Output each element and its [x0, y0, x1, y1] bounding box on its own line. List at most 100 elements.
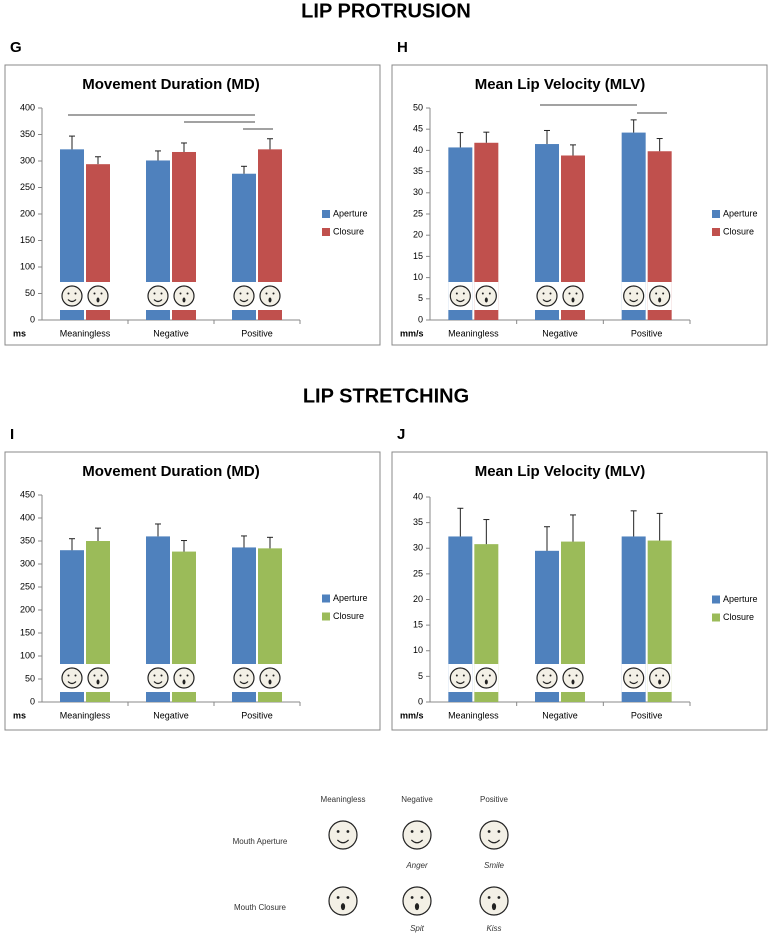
key-column: Negative [401, 795, 433, 804]
y-tick-label: 20 [413, 594, 423, 604]
face-icon [623, 667, 645, 689]
face-mouth [571, 679, 575, 685]
face-eye [497, 896, 501, 899]
face-mouth [67, 681, 77, 685]
face-eye [568, 292, 571, 295]
panel-letter: I [10, 426, 14, 443]
face-eye [662, 674, 665, 677]
face-eye [179, 292, 182, 295]
face-eye [568, 674, 571, 677]
face-eye [488, 674, 491, 677]
y-tick-label: 50 [25, 673, 35, 683]
chart-title: Movement Duration (MD) [82, 463, 260, 480]
y-tick-label: 20 [413, 230, 423, 240]
face-mouth [455, 299, 465, 303]
legend-swatch [712, 595, 720, 604]
face-mouth [629, 299, 639, 303]
face-icon [259, 285, 281, 307]
face-mouth [414, 903, 420, 911]
y-tick-label: 10 [413, 645, 423, 655]
y-tick-label: 10 [413, 272, 423, 282]
y-tick-label: 40 [413, 491, 423, 501]
face-icon [475, 667, 497, 689]
face-eye [272, 292, 275, 295]
face-eye [549, 674, 552, 677]
face-icon [147, 667, 169, 689]
face-mouth [239, 299, 249, 303]
face-eye [655, 674, 658, 677]
face-mouth [629, 681, 639, 685]
y-tick-label: 5 [418, 293, 423, 303]
panel-letter: H [397, 39, 408, 56]
legend-label: Closure [333, 226, 364, 236]
face-eye [272, 674, 275, 677]
y-tick-label: 15 [413, 251, 423, 261]
face-mouth [67, 299, 77, 303]
face-eye [186, 674, 189, 677]
y-tick-label: 0 [418, 314, 423, 324]
legend-label: Closure [723, 226, 754, 236]
panel-frame [391, 64, 768, 346]
face-mouth [153, 681, 163, 685]
face-icon [449, 667, 471, 689]
face-eye [481, 674, 484, 677]
y-tick-label: 35 [413, 517, 423, 527]
x-tick-label: Meaningless [448, 328, 499, 338]
legend-swatch [322, 228, 330, 236]
face-icon [233, 667, 255, 689]
face-icon [649, 285, 671, 307]
key-caption: Smile [484, 861, 505, 870]
panel-letter: J [397, 426, 405, 443]
face-mouth [455, 681, 465, 685]
face-eye [246, 674, 249, 677]
panel-frame [4, 64, 381, 346]
face-eye [410, 896, 414, 899]
face-eye [346, 830, 350, 833]
face-mouth [96, 679, 100, 685]
y-tick-label: 30 [413, 543, 423, 553]
x-tick-label: Positive [631, 328, 663, 338]
face-mouth [658, 679, 662, 685]
x-tick-label: Negative [542, 710, 578, 720]
face-icon [259, 667, 281, 689]
y-tick-label: 250 [20, 182, 35, 192]
face-eye [575, 674, 578, 677]
face-eye [336, 830, 340, 833]
face-mouth [340, 903, 346, 911]
y-tick-label: 0 [30, 314, 35, 324]
y-tick-label: 200 [20, 604, 35, 614]
face-eye [487, 896, 491, 899]
y-tick-label: 450 [20, 489, 35, 499]
face-eye [100, 292, 103, 295]
face-icon [61, 285, 83, 307]
face-eye [655, 292, 658, 295]
face-eye [153, 292, 156, 295]
chart-title: Movement Duration (MD) [82, 76, 260, 93]
face-eye [93, 674, 96, 677]
y-tick-label: 0 [418, 696, 423, 706]
face-eye [488, 292, 491, 295]
face-mouth [491, 903, 497, 911]
face-eye [74, 292, 77, 295]
face-eye [497, 830, 501, 833]
face-eye [629, 292, 632, 295]
face-eye [265, 292, 268, 295]
face-icon [536, 667, 558, 689]
face-eye [420, 896, 424, 899]
face-icon [475, 285, 497, 307]
face-mouth [487, 839, 501, 844]
panel-letter: G [10, 39, 22, 56]
face-icon [623, 285, 645, 307]
face-mouth [542, 681, 552, 685]
x-tick-label: Negative [153, 328, 189, 338]
legend-label: Aperture [723, 594, 758, 604]
face-eye [481, 292, 484, 295]
face-eye [542, 292, 545, 295]
key-column: Meaningless [321, 795, 366, 804]
y-tick-label: 45 [413, 124, 423, 134]
face-eye [153, 674, 156, 677]
y-tick-label: 35 [413, 166, 423, 176]
face-eye [179, 674, 182, 677]
chart-title: Mean Lip Velocity (MLV) [475, 76, 646, 93]
